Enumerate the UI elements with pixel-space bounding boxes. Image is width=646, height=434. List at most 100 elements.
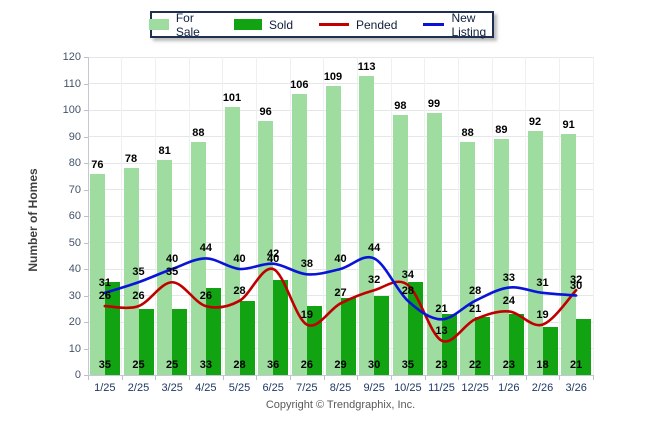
- for-sale-value-label: 89: [495, 124, 508, 137]
- x-tick: [458, 376, 460, 380]
- y-tick-label: 120: [62, 51, 81, 63]
- x-tick-label: 1/25: [94, 382, 116, 394]
- for-sale-value-label: 109: [323, 71, 343, 84]
- sold-value-label: 25: [132, 359, 145, 371]
- new-listing-line-swatch-icon: [423, 23, 445, 26]
- new-listing-value-label: 33: [502, 271, 515, 284]
- pended-value-label: 32: [570, 274, 583, 287]
- x-tick-label: 2/25: [127, 382, 150, 394]
- for-sale-swatch-icon: [148, 19, 169, 30]
- x-tick: [121, 376, 123, 380]
- for-sale-value-label: 99: [427, 97, 441, 110]
- x-tick-label: 6/25: [262, 382, 284, 394]
- x-tick: [492, 376, 493, 380]
- y-tick-label: 50: [68, 236, 81, 249]
- new-listing-value-label: 28: [469, 284, 482, 297]
- pended-value-label: 24: [502, 295, 515, 308]
- bar-for-sale: [527, 131, 543, 375]
- sold-value-label: 28: [233, 359, 246, 371]
- h-gridline: [88, 56, 593, 58]
- pended-value-label: 19: [300, 308, 313, 321]
- sold-value-label: 25: [166, 359, 179, 371]
- y-tick-label: 40: [68, 263, 81, 275]
- y-tick-label: 60: [68, 210, 81, 222]
- legend-label-new-listing: New Listing: [451, 10, 487, 39]
- legend-item-for-sale: For Sale: [148, 10, 208, 39]
- for-sale-value-label: 78: [124, 153, 138, 166]
- h-gridline: [88, 242, 593, 243]
- h-gridline: [88, 189, 593, 190]
- for-sale-value-label: 92: [528, 116, 542, 129]
- y-tick: [84, 57, 88, 58]
- h-gridline: [88, 162, 593, 164]
- h-gridline: [88, 109, 593, 111]
- v-gridline: [525, 57, 527, 375]
- for-sale-value-label: 88: [461, 126, 474, 139]
- y-tick-label: 10: [68, 342, 81, 355]
- y-tick: [84, 322, 88, 323]
- pended-value-label: 13: [435, 324, 448, 337]
- sold-value-label: 35: [401, 359, 414, 371]
- h-gridline: [88, 83, 593, 84]
- new-listing-value-label: 44: [199, 242, 212, 255]
- new-listing-value-label: 21: [435, 303, 448, 316]
- x-tick: [323, 376, 325, 380]
- new-listing-value-label: 44: [368, 242, 381, 255]
- y-tick: [84, 83, 88, 85]
- sold-value-label: 18: [536, 359, 549, 371]
- y-tick: [84, 216, 88, 217]
- pended-value-label: 40: [267, 253, 280, 265]
- x-tick-label: 3/25: [161, 382, 183, 394]
- bar-for-sale: [460, 141, 476, 375]
- x-tick: [593, 376, 594, 380]
- for-sale-value-label: 98: [394, 100, 407, 113]
- bar-for-sale: [392, 115, 408, 375]
- v-gridline: [289, 57, 291, 375]
- x-tick-label: 11/25: [428, 382, 455, 394]
- new-listing-value-label: 28: [401, 284, 414, 297]
- x-tick: [559, 376, 561, 380]
- legend-label-sold: Sold: [268, 17, 293, 32]
- x-tick-label: 7/25: [296, 382, 318, 394]
- for-sale-value-label: 106: [290, 79, 309, 92]
- x-tick: [222, 376, 224, 380]
- new-listing-value-label: 38: [300, 258, 313, 271]
- x-tick: [357, 376, 359, 380]
- x-tick: [88, 376, 89, 380]
- bar-for-sale: [89, 173, 105, 375]
- sold-swatch-icon: [233, 19, 262, 30]
- y-tick: [84, 189, 88, 191]
- new-listing-value-label: 40: [233, 253, 246, 265]
- v-gridline: [457, 57, 459, 375]
- x-tick: [424, 376, 426, 380]
- bar-sold: [576, 319, 592, 375]
- bar-for-sale: [224, 107, 240, 375]
- pended-value-label: 32: [368, 274, 381, 287]
- y-tick: [84, 242, 88, 244]
- pended-value-label: 28: [233, 284, 246, 297]
- y-tick: [84, 295, 88, 297]
- sold-value-label: 35: [98, 359, 111, 371]
- x-tick-label: 9/25: [363, 382, 385, 394]
- v-gridline: [558, 57, 560, 375]
- pended-line-swatch-icon: [319, 23, 349, 26]
- v-gridline: [188, 57, 190, 375]
- for-sale-value-label: 96: [259, 105, 272, 118]
- legend-label-for-sale: For Sale: [175, 10, 200, 39]
- sold-value-label: 23: [502, 359, 515, 371]
- for-sale-value-label: 91: [562, 118, 575, 131]
- pended-value-label: 26: [199, 290, 212, 303]
- h-gridline: [88, 215, 593, 217]
- for-sale-value-label: 81: [158, 145, 171, 158]
- v-gridline: [323, 57, 325, 375]
- for-sale-value-label: 76: [91, 158, 104, 171]
- pended-value-label: 35: [166, 266, 179, 279]
- y-tick-label: 20: [68, 316, 81, 328]
- x-tick-label: 2/26: [531, 382, 554, 394]
- x-tick: [155, 376, 157, 380]
- pended-value-label: 21: [469, 303, 482, 316]
- bar-for-sale: [493, 139, 509, 375]
- y-tick: [84, 348, 88, 350]
- new-listing-value-label: 35: [132, 266, 145, 279]
